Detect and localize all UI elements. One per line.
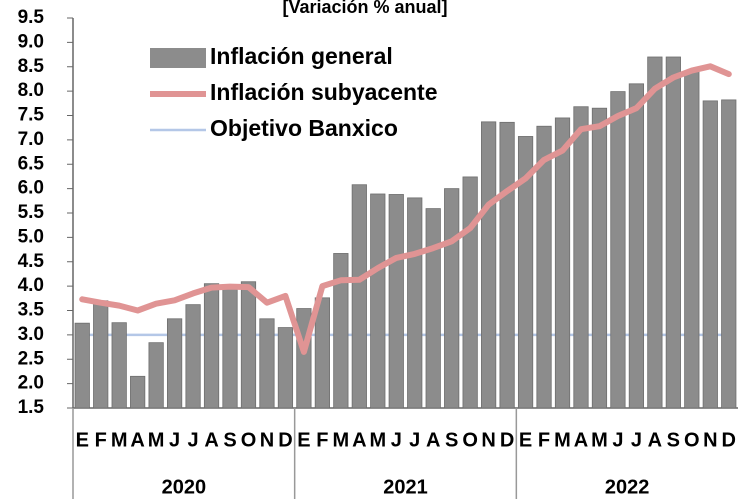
bar — [111, 322, 127, 409]
x-tick-label: S — [445, 429, 458, 451]
bar — [628, 83, 645, 409]
bar — [222, 285, 238, 409]
bar — [444, 188, 460, 409]
group-label: 2020 — [162, 476, 207, 498]
x-tick-label: A — [352, 429, 366, 451]
bar — [481, 121, 497, 409]
bar — [388, 194, 404, 409]
y-tick-label: 4.5 — [18, 251, 45, 272]
bar — [425, 208, 441, 409]
bar — [240, 281, 257, 409]
y-tick-label: 4.0 — [18, 275, 44, 296]
bar — [185, 304, 201, 409]
y-tick-label: 2.0 — [18, 373, 44, 394]
y-tick-label: 2.5 — [18, 348, 45, 369]
legend-label: Objetivo Banxico — [210, 115, 398, 141]
y-tick-label: 3.0 — [18, 324, 44, 345]
bar — [314, 297, 330, 409]
x-tick-label: D — [722, 429, 736, 451]
legend-label: Inflación subyacente — [210, 79, 438, 105]
bar — [277, 327, 294, 409]
bar — [148, 342, 164, 409]
x-tick-label: J — [409, 429, 420, 451]
x-tick-label: M — [333, 429, 350, 451]
x-tick-label: N — [260, 429, 274, 451]
bar — [93, 300, 109, 409]
x-tick-label: E — [297, 429, 310, 451]
legend-label: Inflación general — [210, 43, 393, 69]
x-tick-label: D — [500, 429, 514, 451]
group-label: 2021 — [383, 476, 428, 498]
x-tick-label: S — [223, 429, 236, 451]
bar — [166, 318, 183, 409]
x-tick-label: F — [95, 429, 107, 451]
bar — [370, 193, 386, 409]
bar — [130, 375, 146, 409]
bar — [536, 125, 552, 409]
bar — [259, 318, 275, 409]
x-tick-label: F — [316, 429, 328, 451]
bar — [351, 184, 367, 409]
x-tick-label: O — [684, 429, 700, 451]
bar — [665, 56, 681, 409]
x-tick-label: E — [76, 429, 89, 451]
bar — [591, 107, 608, 409]
bar — [702, 100, 718, 409]
x-tick-label: O — [462, 429, 478, 451]
x-tick-label: M — [554, 429, 571, 451]
x-tick-label: N — [481, 429, 495, 451]
x-tick-label: M — [369, 429, 386, 451]
y-tick-label: 6.5 — [18, 153, 45, 174]
y-tick-label: 8.0 — [18, 80, 44, 101]
y-tick-label: 5.5 — [18, 202, 45, 223]
bar — [499, 121, 515, 409]
y-tick-label: 6.0 — [18, 178, 44, 199]
group-label: 2022 — [605, 476, 650, 498]
x-tick-label: J — [391, 429, 402, 451]
x-tick-label: A — [426, 429, 440, 451]
y-tick-label: 7.5 — [18, 105, 45, 126]
bar — [684, 70, 700, 409]
y-tick-label: 1.5 — [18, 397, 45, 418]
bar — [74, 322, 90, 409]
y-tick-label: 9.5 — [18, 7, 45, 28]
chart-title: [Variación % anual] — [282, 0, 447, 17]
x-tick-label: M — [111, 429, 128, 451]
x-tick-label: J — [188, 429, 199, 451]
legend-swatch — [150, 48, 206, 68]
x-tick-label: A — [648, 429, 662, 451]
bar — [647, 56, 663, 409]
x-tick-label: D — [278, 429, 292, 451]
bar — [573, 106, 589, 409]
x-tick-label: M — [591, 429, 608, 451]
x-tick-label: S — [667, 429, 680, 451]
bar — [462, 176, 478, 409]
y-tick-label: 9.0 — [18, 31, 44, 52]
x-tick-label: A — [574, 429, 588, 451]
bar — [407, 197, 423, 409]
y-tick-label: 7.0 — [18, 129, 44, 150]
x-tick-label: N — [703, 429, 717, 451]
bar — [333, 253, 349, 409]
y-tick-label: 8.5 — [18, 56, 45, 77]
bar — [610, 91, 626, 409]
x-tick-label: E — [519, 429, 532, 451]
x-tick-label: O — [241, 429, 257, 451]
x-tick-label: J — [612, 429, 623, 451]
y-tick-label: 3.5 — [18, 300, 45, 321]
x-tick-label: M — [148, 429, 165, 451]
x-tick-label: J — [169, 429, 180, 451]
line — [79, 63, 732, 355]
x-tick-label: A — [204, 429, 218, 451]
x-tick-label: J — [631, 429, 642, 451]
y-tick-label: 5.0 — [18, 226, 44, 247]
bar — [517, 136, 534, 409]
x-tick-label: A — [130, 429, 144, 451]
x-tick-label: F — [538, 429, 550, 451]
bar — [554, 117, 571, 409]
bar — [721, 99, 737, 409]
bar — [203, 283, 220, 409]
